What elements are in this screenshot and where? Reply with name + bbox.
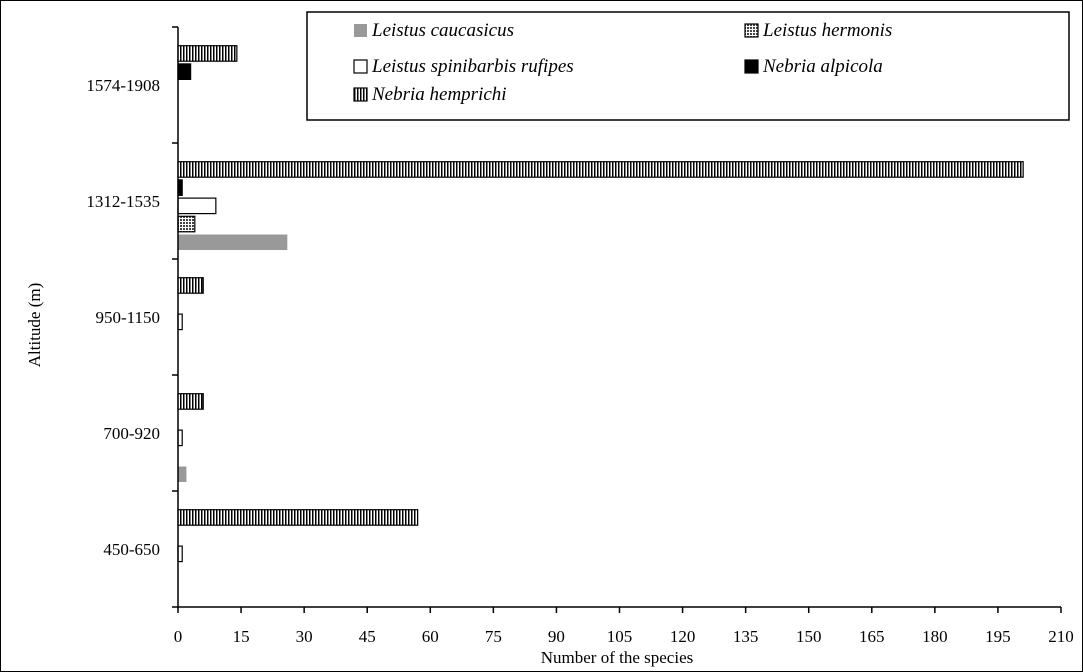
- x-axis-title: Number of the species: [541, 648, 693, 667]
- legend-swatch-leistus-hermonis: [745, 24, 758, 37]
- y-tick-label: 1574-1908: [86, 76, 160, 95]
- legend-label-nebria-alpicola: Nebria alpicola: [762, 56, 883, 77]
- x-tick-label: 0: [174, 627, 183, 646]
- x-tick-label: 75: [485, 627, 502, 646]
- x-tick-label: 135: [733, 627, 759, 646]
- x-tick-labels: 0 15 30 45 60 75 90 105 120 135 150 165 180 195 210: [174, 627, 1074, 646]
- y-tick-label: 1312-1535: [86, 192, 160, 211]
- legend-swatch-nebria-alpicola: [745, 60, 758, 73]
- x-tick-label: 150: [796, 627, 822, 646]
- x-tick-label: 60: [422, 627, 439, 646]
- x-tick-label: 120: [670, 627, 696, 646]
- bar-nebria-hemprichi-700-920: [178, 394, 203, 410]
- x-tick-label: 210: [1048, 627, 1074, 646]
- x-tick-label: 180: [922, 627, 948, 646]
- bar-leistus-spinibarbis-rufipes-1312-1535: [178, 198, 216, 214]
- y-axis-title: Altitude (m): [25, 283, 44, 368]
- y-tick-label: 450-650: [103, 540, 160, 559]
- bar-leistus-caucasicus-1312-1535: [178, 235, 287, 251]
- x-tick-label: 105: [607, 627, 633, 646]
- bars-layer: [178, 46, 1023, 562]
- legend-label-leistus-caucasicus: Leistus caucasicus: [371, 20, 514, 41]
- x-tick-label: 45: [359, 627, 376, 646]
- legend-label-nebria-hemprichi: Nebria hemprichi: [371, 84, 507, 105]
- x-tick-label: 15: [233, 627, 250, 646]
- legend: Leistus caucasicus Leistus hermonis Leistu…: [307, 12, 1069, 120]
- legend-label-leistus-spinibarbis-rufipes: Leistus spinibarbis rufipes: [371, 56, 574, 77]
- bar-nebria-hemprichi-1574-1908: [178, 46, 237, 62]
- y-tick-labels: 450-650 700-920 950-1150 1312-1535 1574-1908: [86, 76, 160, 559]
- y-tick-label: 950-1150: [95, 308, 160, 327]
- bar-nebria-alpicola-1574-1908: [178, 64, 191, 80]
- x-tick-label: 90: [548, 627, 565, 646]
- legend-swatch-leistus-spinibarbis-rufipes: [354, 60, 367, 73]
- y-tick-label: 700-920: [103, 424, 160, 443]
- legend-swatch-nebria-hemprichi: [354, 88, 367, 101]
- x-tick-label: 165: [859, 627, 885, 646]
- legend-swatch-leistus-caucasicus: [354, 24, 367, 37]
- x-tick-label: 195: [985, 627, 1011, 646]
- bar-leistus-hermonis-1312-1535: [178, 216, 195, 232]
- legend-label-leistus-hermonis: Leistus hermonis: [762, 20, 892, 41]
- bar-nebria-hemprichi-950-1150: [178, 278, 203, 294]
- bar-nebria-hemprichi-450-650: [178, 510, 418, 526]
- bar-leistus-caucasicus-700-920: [178, 467, 186, 483]
- x-tick-label: 30: [296, 627, 313, 646]
- bar-nebria-hemprichi-1312-1535: [178, 162, 1023, 178]
